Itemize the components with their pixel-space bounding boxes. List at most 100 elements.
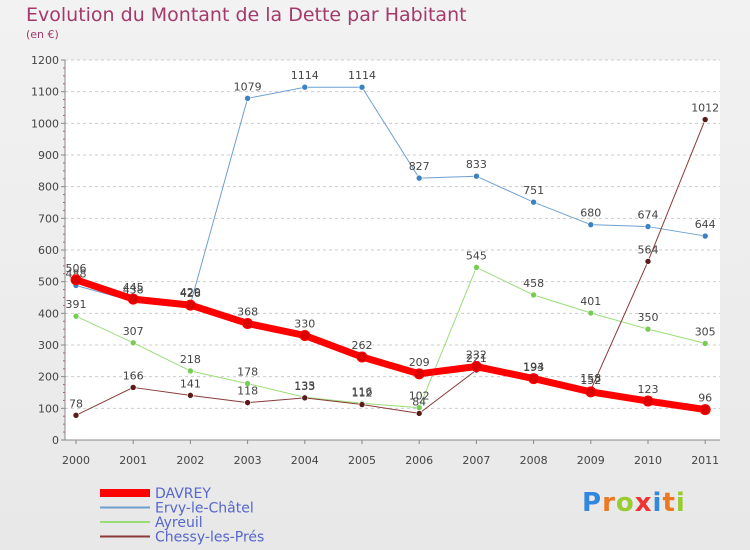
data-point	[129, 339, 137, 347]
logo-letter: t	[662, 488, 676, 518]
y-tick-label: 0	[52, 434, 59, 447]
data-label: 262	[352, 339, 373, 352]
data-point	[70, 274, 82, 286]
data-point	[72, 312, 80, 320]
data-label: 368	[237, 305, 258, 318]
data-point	[642, 395, 654, 407]
x-tick-label: 2011	[691, 454, 719, 467]
data-point	[528, 373, 540, 385]
data-label: 118	[237, 385, 258, 398]
data-label: 751	[523, 184, 544, 197]
data-label: 194	[523, 361, 544, 374]
data-label: 112	[352, 387, 373, 400]
data-label: 193	[523, 361, 544, 374]
logo-letter: o	[615, 488, 635, 518]
data-point	[530, 291, 537, 299]
y-tick-label: 300	[38, 339, 59, 352]
data-label: 218	[180, 353, 201, 366]
data-label: 330	[294, 318, 315, 331]
data-point	[356, 351, 368, 363]
data-point	[699, 404, 711, 416]
x-tick-label: 2010	[634, 454, 662, 467]
x-tick-label: 2005	[348, 454, 376, 467]
data-label: 833	[466, 158, 487, 171]
data-label: 545	[466, 249, 487, 262]
y-tick-label: 500	[38, 276, 59, 289]
data-label: 158	[580, 372, 601, 385]
data-point	[530, 198, 537, 206]
data-label: 445	[123, 281, 144, 294]
y-tick-label: 600	[38, 244, 59, 257]
data-label: 133	[294, 380, 315, 393]
data-point	[415, 174, 423, 182]
x-tick-label: 2002	[176, 454, 204, 467]
data-label: 116	[352, 385, 373, 398]
x-tick-label: 2008	[520, 454, 548, 467]
x-tick-label: 2007	[462, 454, 490, 467]
legend-label-chessy-les-pres: Chessy-les-Prés	[155, 530, 264, 546]
data-label: 426	[180, 287, 201, 300]
data-label: 401	[580, 295, 601, 308]
y-tick-label: 900	[38, 149, 59, 162]
x-tick-label: 2003	[234, 454, 262, 467]
data-label: 438	[123, 283, 144, 296]
data-point	[358, 83, 366, 91]
data-label: 506	[66, 262, 87, 275]
x-tick-label: 2001	[119, 454, 147, 467]
data-label: 644	[695, 218, 716, 231]
data-point	[701, 232, 709, 240]
data-label: 564	[638, 243, 659, 256]
data-label: 1114	[348, 69, 376, 82]
data-label: 166	[123, 369, 144, 382]
proxiti-logo: Proxiti	[582, 488, 686, 518]
data-label: 429	[180, 286, 201, 299]
data-label: 307	[123, 325, 144, 338]
data-label: 102	[409, 390, 430, 403]
legend-label-ervy-le-chatel: Ervy-le-Châtel	[155, 501, 254, 517]
logo-letter: i	[675, 488, 686, 518]
data-label: 141	[180, 377, 201, 390]
logo-letter: P	[582, 488, 603, 518]
data-point	[644, 258, 652, 265]
x-tick-label: 2004	[291, 454, 319, 467]
data-point	[242, 317, 254, 329]
data-label: 458	[523, 277, 544, 290]
data-label: 1012	[691, 102, 719, 115]
y-tick-label: 100	[38, 402, 59, 415]
data-label: 391	[66, 298, 87, 311]
data-point	[127, 293, 139, 305]
logo-letter: i	[652, 488, 663, 518]
chart-subtitle: (en €)	[26, 28, 59, 41]
y-tick-label: 800	[38, 181, 59, 194]
series-line	[72, 276, 709, 414]
data-label: 488	[66, 267, 87, 280]
data-point	[187, 392, 194, 399]
data-label: 1114	[291, 69, 319, 82]
y-tick-label: 1100	[31, 86, 59, 99]
series-line	[75, 119, 706, 416]
data-point	[701, 116, 709, 123]
chart-title: Evolution du Montant de la Dette par Hab…	[26, 4, 467, 26]
data-point	[129, 384, 137, 391]
data-point	[644, 223, 652, 230]
y-tick-label: 400	[38, 307, 59, 320]
logo-letter: r	[602, 488, 616, 518]
data-point	[358, 401, 366, 408]
data-label: 232	[466, 349, 487, 362]
data-label: 96	[698, 392, 712, 405]
data-point	[244, 380, 251, 387]
data-label: 78	[69, 397, 83, 410]
data-point	[299, 330, 311, 341]
series-ayreuil: 391 307 218 178 135 116 102 545 458 401 350 305	[66, 249, 716, 412]
data-label: 178	[237, 366, 258, 379]
data-point	[184, 299, 196, 311]
data-label: 827	[409, 160, 430, 173]
data-label: 674	[638, 209, 659, 222]
data-point	[587, 221, 595, 228]
data-point	[301, 83, 309, 91]
y-tick-label: 700	[38, 212, 59, 225]
data-label: 680	[580, 207, 601, 220]
data-point	[644, 325, 652, 333]
